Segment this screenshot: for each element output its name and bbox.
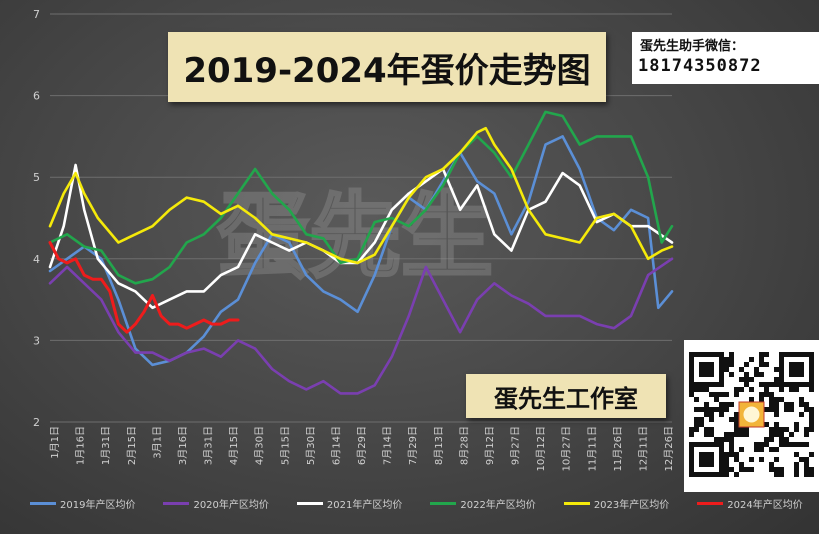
x-axis: 1月1日 1月16日 1月31日 2月15日 3月1日 3月16日 3月31日 4月15日 4月… (49, 426, 675, 471)
chart-title-box: 2019-2024年蛋价走势图 (168, 32, 606, 102)
x-tick-label: 1月1日 (49, 426, 61, 459)
legend-label: 2022年产区均价 (460, 499, 536, 511)
x-tick-label: 3月31日 (203, 426, 215, 465)
legend-swatch (697, 501, 724, 505)
x-tick-label: 11月26日 (612, 426, 624, 471)
y-tick-label: 3 (33, 334, 40, 347)
x-tick-label: 10月12日 (535, 426, 547, 471)
chart-title: 2019-2024年蛋价走势图 (183, 50, 591, 91)
series-line-2024 (48, 241, 240, 334)
legend-item: 2023年产区均价 (563, 494, 670, 512)
y-axis: 2 3 4 5 6 7 (33, 8, 40, 429)
x-tick-label: 7月29日 (407, 426, 419, 465)
legend-label: 2024年产区均价 (727, 499, 803, 511)
x-tick-label: 8月13日 (433, 426, 445, 465)
legend-swatch (30, 501, 56, 505)
x-tick-label: 4月15日 (228, 426, 240, 465)
legend-item: 2019年产区均价 (30, 494, 135, 512)
x-tick-label: 12月11日 (637, 426, 649, 471)
x-tick-label: 3月16日 (177, 426, 189, 465)
y-tick-label: 6 (33, 90, 40, 103)
contact-label: 蛋先生助手微信： (640, 39, 745, 54)
x-tick-label: 5月15日 (279, 426, 291, 465)
series-line-2023 (48, 126, 674, 265)
legend-item: 2021年产区均价 (296, 494, 403, 512)
x-tick-label: 4月30日 (254, 426, 266, 465)
x-tick-label: 8月28日 (458, 426, 470, 465)
x-tick-label: 7月14日 (382, 426, 394, 465)
legend-item: 2020年产区均价 (163, 494, 269, 512)
legend-swatch (296, 501, 323, 505)
studio-badge: 蛋先生工作室 (466, 374, 666, 418)
qr-code (684, 340, 819, 492)
y-tick-label: 7 (33, 8, 40, 21)
y-tick-label: 2 (33, 416, 40, 429)
legend-swatch (430, 501, 457, 505)
series-line-2021 (48, 163, 674, 310)
x-tick-label: 12月26日 (663, 426, 675, 471)
legend-swatch (163, 501, 190, 505)
x-tick-label: 6月14日 (330, 426, 342, 465)
series-lines (48, 110, 674, 395)
x-tick-label: 1月16日 (75, 426, 87, 465)
legend: 2019年产区均价 2020年产区均价 2021年产区均价 2022年产区均价 2023… (30, 494, 803, 512)
legend-label: 2021年产区均价 (326, 499, 403, 511)
contact-panel: 蛋先生助手微信： 18174350872 (632, 32, 819, 84)
legend-label: 2020年产区均价 (193, 499, 269, 511)
legend-swatch (563, 501, 590, 505)
x-tick-label: 10月27日 (561, 426, 573, 471)
legend-label: 2023年产区均价 (593, 499, 670, 511)
legend-label: 2019年产区均价 (60, 499, 136, 511)
series-line-2020 (48, 257, 674, 395)
x-tick-label: 2月15日 (126, 426, 138, 465)
series-line-2022 (48, 110, 674, 285)
x-tick-label: 6月29日 (356, 426, 368, 465)
y-tick-label: 4 (33, 253, 40, 266)
qr-code-pattern (689, 352, 814, 477)
x-tick-label: 11月11日 (586, 426, 598, 471)
x-tick-label: 1月31日 (100, 426, 112, 465)
contact-phone: 18174350872 (638, 56, 762, 76)
x-tick-label: 9月27日 (510, 426, 522, 465)
x-tick-label: 5月30日 (305, 426, 317, 465)
x-tick-label: 3月1日 (151, 426, 163, 459)
legend-item: 2022年产区均价 (430, 494, 536, 512)
x-tick-label: 9月12日 (484, 426, 496, 465)
y-tick-label: 5 (33, 171, 40, 184)
studio-name: 蛋先生工作室 (494, 384, 638, 413)
legend-item: 2024年产区均价 (697, 494, 803, 512)
series-line-2019 (48, 135, 674, 367)
